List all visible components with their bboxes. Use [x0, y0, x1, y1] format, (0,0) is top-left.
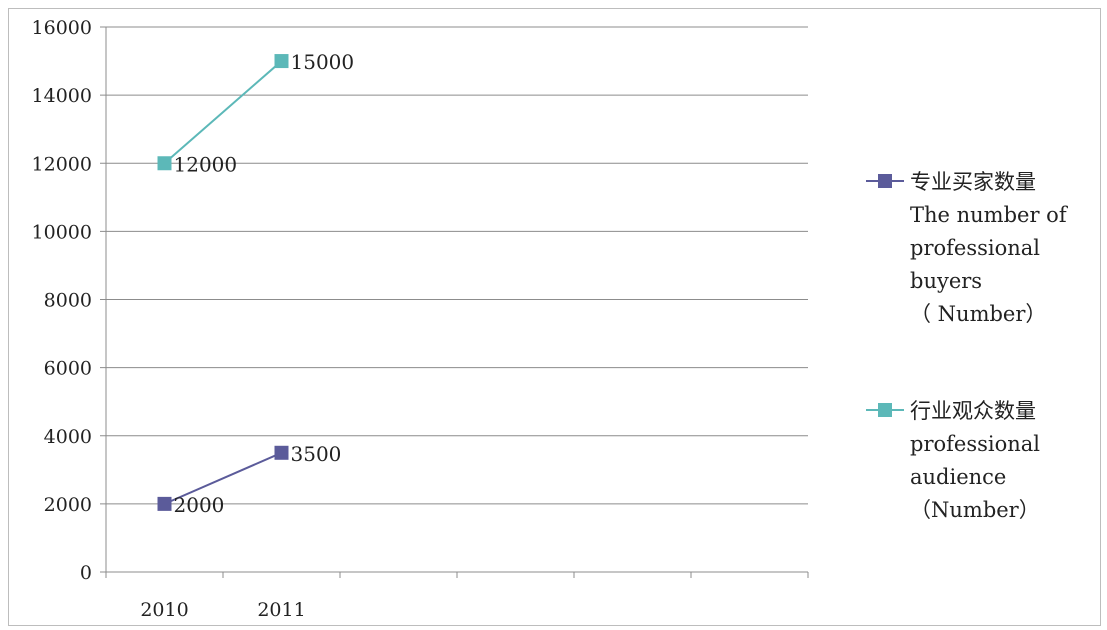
- series-layer: 2000 3500 12000 15000: [157, 50, 355, 517]
- data-point: [274, 54, 289, 69]
- data-label: 3500: [291, 442, 342, 466]
- x-tick-label: 2010: [140, 599, 188, 621]
- series-line: [163, 60, 283, 165]
- data-label: 2000: [174, 493, 225, 517]
- data-point: [157, 496, 172, 511]
- series-line: [164, 451, 282, 505]
- legend-marker: [878, 403, 892, 417]
- y-tick-label: 6000: [44, 358, 92, 380]
- x-tick-label: 2011: [257, 599, 305, 621]
- data-label: 12000: [174, 152, 238, 176]
- data-point: [274, 445, 289, 460]
- y-tick-label: 2000: [44, 494, 92, 516]
- y-tick-label: 16000: [32, 17, 92, 39]
- y-tick-label: 8000: [44, 290, 92, 312]
- legend-label-line: （Number）: [910, 498, 1040, 522]
- legend-label-line: professional: [910, 236, 1040, 260]
- legend-label-line: The number of: [910, 203, 1069, 227]
- data-label: 15000: [291, 50, 355, 74]
- y-axis-ticks: 0 2000 4000 6000 8000 10000 12000 14000 16000: [32, 17, 106, 584]
- legend-marker: [878, 174, 892, 188]
- gridlines: [106, 26, 808, 505]
- legend-label-line: （ Number）: [910, 302, 1046, 326]
- legend-label-line: audience: [910, 465, 1006, 489]
- y-tick-label: 4000: [44, 426, 92, 448]
- y-tick-label: 12000: [32, 153, 92, 175]
- legend: 专业买家数量 The number of professional buyers （ N…: [866, 170, 1069, 522]
- y-tick-label: 14000: [32, 85, 92, 107]
- data-point: [157, 156, 172, 171]
- legend-label-line: 行业观众数量: [910, 399, 1036, 423]
- x-axis-ticks: 2010 2011: [105, 572, 809, 621]
- legend-label-line: buyers: [910, 269, 982, 293]
- legend-label-line: 专业买家数量: [910, 170, 1036, 194]
- y-tick-label: 0: [80, 562, 92, 584]
- chart-frame: [8, 8, 1101, 626]
- legend-entry-1: 专业买家数量 The number of professional buyers （ N…: [866, 170, 1069, 326]
- legend-entry-2: 行业观众数量 professional audience （Number）: [866, 399, 1040, 522]
- series-1: 2000 3500: [157, 442, 342, 517]
- legend-label-line: professional: [910, 432, 1040, 456]
- y-tick-label: 10000: [32, 221, 92, 243]
- series-2: 12000 15000: [157, 50, 355, 176]
